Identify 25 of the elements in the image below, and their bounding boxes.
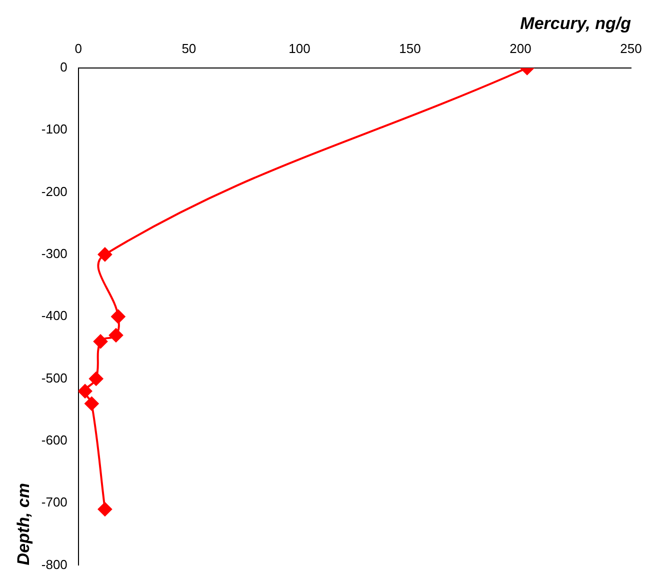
- y-tick-label: -500: [41, 370, 68, 386]
- y-tick-label: 0: [60, 60, 68, 75]
- y-tick-label: -800: [41, 556, 68, 572]
- y-tick-label: -200: [41, 184, 68, 199]
- point: [94, 334, 108, 348]
- y-tick-label: -300: [41, 246, 68, 262]
- y-tick-label: -400: [41, 308, 68, 324]
- x-tick-label: 100: [288, 40, 310, 56]
- x-tick-label: 250: [620, 40, 642, 56]
- point: [84, 396, 99, 411]
- point: [98, 502, 112, 516]
- point: [89, 372, 104, 386]
- y-tick-label: -600: [41, 432, 68, 448]
- x-axis-title: Mercury, ng/g: [520, 14, 632, 33]
- point: [111, 310, 126, 324]
- y-tick-label: -100: [41, 122, 68, 137]
- y-tick-label: -700: [41, 494, 68, 510]
- x-tick-label: 150: [399, 40, 421, 56]
- x-tick-label: 0: [74, 40, 82, 56]
- point: [98, 247, 112, 262]
- y-axis-title: Depth, cm: [14, 483, 33, 566]
- x-tick-label: 50: [182, 40, 196, 56]
- point: [108, 328, 123, 342]
- point: [78, 384, 92, 398]
- x-tick-label: 200: [510, 40, 532, 56]
